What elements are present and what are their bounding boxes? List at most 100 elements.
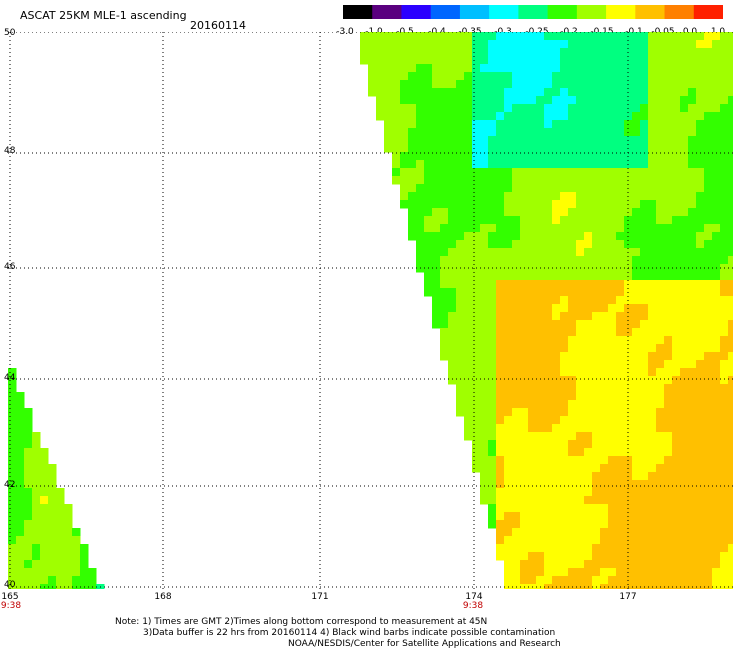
data-cell xyxy=(632,408,641,417)
data-cell xyxy=(496,136,505,145)
data-cell xyxy=(696,136,705,145)
data-cell xyxy=(520,432,529,441)
data-cell xyxy=(600,112,609,121)
data-cell xyxy=(600,464,609,473)
data-cell xyxy=(688,104,697,113)
data-cell xyxy=(400,200,409,209)
data-cell xyxy=(552,400,561,409)
data-cell xyxy=(568,168,577,177)
data-cell xyxy=(472,456,481,465)
data-cell xyxy=(648,216,657,225)
data-cell xyxy=(16,512,25,521)
data-cell xyxy=(448,80,457,89)
data-cell xyxy=(528,136,537,145)
data-cell xyxy=(712,448,721,457)
data-cell xyxy=(696,88,705,97)
data-cell xyxy=(512,72,521,81)
data-cell xyxy=(672,96,681,105)
data-cell xyxy=(56,528,65,537)
data-cell xyxy=(584,280,593,289)
data-cell xyxy=(416,112,425,121)
data-cell xyxy=(592,144,601,153)
data-cell xyxy=(696,32,705,41)
data-cell xyxy=(392,64,401,73)
data-cell xyxy=(472,448,481,457)
data-cell xyxy=(688,224,697,233)
data-cell xyxy=(600,304,609,313)
data-cell xyxy=(576,72,585,81)
data-cell xyxy=(616,480,625,489)
data-cell xyxy=(480,104,489,113)
data-cell xyxy=(632,368,641,377)
data-cell xyxy=(504,72,513,81)
data-cell xyxy=(632,48,641,57)
data-cell xyxy=(656,576,665,585)
data-cell xyxy=(720,272,729,281)
data-cell xyxy=(680,456,689,465)
data-cell xyxy=(592,256,601,265)
data-cell xyxy=(608,328,617,337)
data-cell xyxy=(688,352,697,361)
data-cell xyxy=(504,320,513,329)
data-cell xyxy=(504,416,513,425)
data-cell xyxy=(592,32,601,41)
data-cell xyxy=(592,432,601,441)
data-cell xyxy=(696,184,705,193)
data-cell xyxy=(680,232,689,241)
data-cell xyxy=(496,216,505,225)
data-cell xyxy=(608,208,617,217)
data-cell xyxy=(584,80,593,89)
data-cell xyxy=(416,176,425,185)
data-cell xyxy=(632,488,641,497)
data-cell xyxy=(664,176,673,185)
colorbar-swatch xyxy=(576,5,607,19)
data-cell xyxy=(464,376,473,385)
data-cell xyxy=(456,56,465,65)
data-cell xyxy=(536,512,545,521)
data-cell xyxy=(400,64,409,73)
data-cell xyxy=(504,200,513,209)
data-cell xyxy=(576,560,585,569)
data-cell xyxy=(688,408,697,417)
data-cell xyxy=(544,328,553,337)
data-cell xyxy=(456,176,465,185)
data-cell xyxy=(544,296,553,305)
data-cell xyxy=(640,136,649,145)
data-cell xyxy=(488,32,497,41)
data-cell xyxy=(584,536,593,545)
data-cell xyxy=(552,416,561,425)
data-cell xyxy=(384,112,393,121)
data-cell xyxy=(592,288,601,297)
data-cell xyxy=(416,72,425,81)
data-cell xyxy=(664,568,673,577)
data-cell xyxy=(432,128,441,137)
data-cell xyxy=(584,192,593,201)
data-cell xyxy=(664,512,673,521)
data-cell xyxy=(560,120,569,129)
data-cell xyxy=(504,472,513,481)
data-cell xyxy=(672,448,681,457)
data-cell xyxy=(600,272,609,281)
data-cell xyxy=(656,528,665,537)
data-cell xyxy=(648,40,657,49)
data-cell xyxy=(496,104,505,113)
data-cell xyxy=(536,408,545,417)
data-cell xyxy=(400,152,409,161)
data-cell xyxy=(648,512,657,521)
data-cell xyxy=(568,392,577,401)
data-cell xyxy=(648,200,657,209)
data-cell xyxy=(8,504,17,513)
data-cell xyxy=(672,392,681,401)
data-cell xyxy=(400,40,409,49)
data-cell xyxy=(32,464,41,473)
data-cell xyxy=(440,48,449,57)
data-cell xyxy=(656,472,665,481)
data-cell xyxy=(672,176,681,185)
data-cell xyxy=(712,248,721,257)
data-cell xyxy=(648,520,657,529)
data-cell xyxy=(520,184,529,193)
data-cell xyxy=(664,184,673,193)
lat-label: 50 xyxy=(4,28,16,38)
data-cell xyxy=(616,208,625,217)
data-cell xyxy=(32,480,41,489)
